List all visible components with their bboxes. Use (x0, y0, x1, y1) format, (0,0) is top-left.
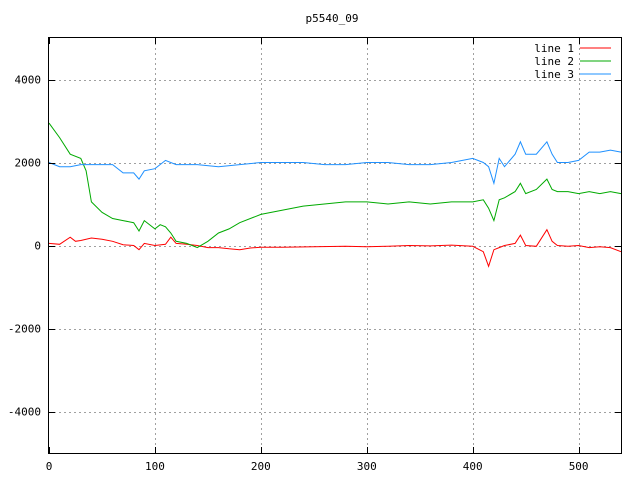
y-tick-label: 0 (34, 240, 41, 253)
series-line-2 (48, 122, 622, 249)
x-tick-label: 0 (46, 460, 53, 473)
axis-ticks: 0 100 200 300 400 500 -4000 -2000 0 2000 4000 (8, 38, 621, 473)
legend-label-1: line 1 (534, 42, 574, 55)
x-tick-label: 100 (145, 460, 165, 473)
chart-title: p5540_09 (306, 12, 359, 25)
x-tick-label: 400 (463, 460, 483, 473)
x-tick-label: 200 (251, 460, 271, 473)
series-line-1 (48, 228, 622, 268)
y-tick-label: -4000 (8, 406, 41, 419)
series-line-3 (48, 140, 622, 186)
legend-label-3: line 3 (534, 68, 574, 81)
x-tick-label: 500 (569, 460, 589, 473)
grid (49, 38, 621, 453)
series-layer (48, 122, 622, 268)
plot-frame (48, 37, 622, 454)
y-tick-label: -2000 (8, 323, 41, 336)
y-tick-label: 4000 (15, 74, 42, 87)
y-tick-label: 2000 (15, 157, 42, 170)
legend-label-2: line 2 (534, 55, 574, 68)
x-tick-label: 300 (357, 460, 377, 473)
